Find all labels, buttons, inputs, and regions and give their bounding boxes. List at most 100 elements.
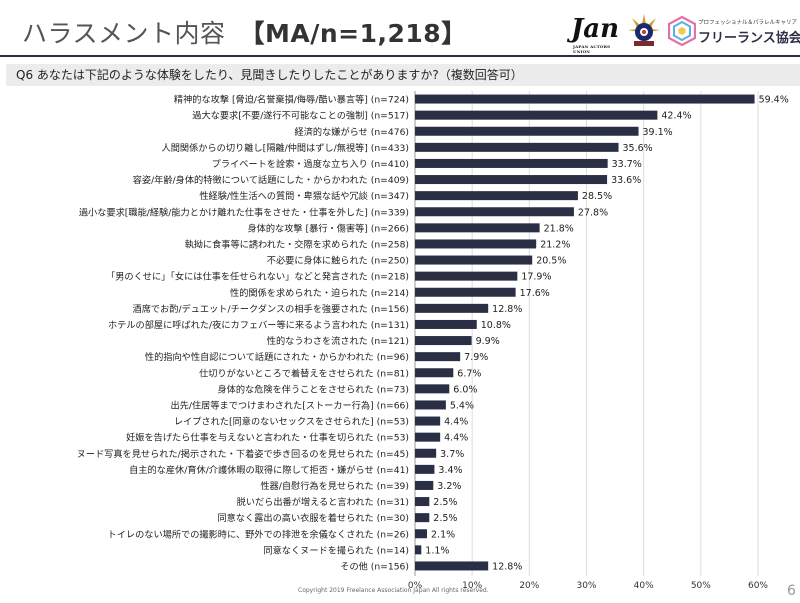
value-label: 35.6% (623, 143, 653, 154)
jan-logo-caption: JAPAN ACTORS UNION (573, 44, 611, 54)
bar (415, 239, 537, 249)
category-label: 身体的な攻撃 [暴行・傷害等] (n=266) (248, 222, 410, 234)
fla-logo-tagline: プロフェッショナル＆パラレルキャリア (698, 20, 798, 26)
bar (415, 352, 461, 362)
x-tick-label: 20% (519, 581, 539, 588)
category-label: 「男のくせに」「女には仕事を任せられない」などと発言された (n=218) (106, 271, 409, 283)
copyright: Copyright 2019 Freelance Association Jap… (298, 587, 489, 594)
jan-logo-text: Jan (571, 14, 620, 44)
value-label: 2.5% (433, 497, 457, 508)
category-label: その他 (n=156) (340, 560, 409, 572)
x-tick-label: 30% (576, 581, 596, 588)
bar (415, 464, 435, 474)
category-label: 性的なうわさを流された (n=121) (267, 335, 409, 347)
value-label: 27.8% (578, 207, 608, 218)
bar (415, 384, 450, 394)
bar (415, 110, 658, 120)
bar (415, 480, 434, 490)
value-label: 42.4% (661, 111, 691, 122)
bar (415, 336, 472, 346)
category-label: 身体的な危険を伴うことをさせられた (n=73) (218, 383, 410, 395)
category-label: 不必要に身体に触られた (n=250) (267, 255, 409, 267)
question-banner: Q6 あなたは下記のような体験をしたり、見聞きしたりしたことがありますか?（複数… (6, 64, 800, 86)
category-label: 妊娠を告げたら仕事を与えないと言われた・仕事を切られた (n=53) (126, 432, 409, 444)
bar (415, 158, 608, 168)
value-label: 3.7% (440, 449, 464, 460)
title-divider (0, 55, 800, 57)
value-label: 20.5% (536, 256, 566, 267)
fla-logo-name: フリーランス協会 (698, 31, 800, 46)
bar (415, 255, 533, 265)
freelance-association-mark-icon (668, 16, 696, 46)
category-label: 過小な要求[職能/経験/能力とかけ離れた仕事をさせた・仕事を外した] (n=33… (79, 206, 409, 218)
value-label: 21.8% (544, 223, 574, 234)
value-label: 12.8% (492, 561, 522, 572)
category-label: 人間関係からの切り離し[隔離/仲間はずし/無視等] (n=433) (162, 142, 409, 154)
category-label: 性器/自慰行為を見せられた (n=39) (260, 480, 409, 492)
category-label: 経済的な嫌がらせ (n=476) (295, 126, 409, 138)
bar (415, 94, 755, 104)
bar (415, 497, 430, 507)
x-tick-label: 50% (691, 581, 711, 588)
category-label: ホテルの部屋に呼ばれた/夜にカフェバー等に来るよう言われた (n=131) (108, 319, 409, 331)
value-label: 3.4% (438, 465, 462, 476)
bar (415, 529, 428, 539)
page-number: 6 (787, 583, 796, 599)
category-label: トイレのない場所での撮影時に、野外での排泄を余儀なくされた (n=26) (108, 528, 409, 540)
bar (415, 448, 437, 458)
bar (415, 191, 578, 201)
value-label: 4.4% (444, 433, 468, 444)
title-text: ハラスメント内容 (22, 19, 226, 48)
bar (415, 416, 441, 426)
category-label: 仕切りがないところで着替えをさせられた (n=81) (199, 367, 409, 379)
value-label: 39.1% (643, 127, 673, 138)
bar (415, 175, 608, 185)
value-label: 2.1% (431, 529, 455, 540)
bar (415, 287, 516, 297)
value-label: 33.7% (612, 159, 642, 170)
bar (415, 303, 489, 313)
category-label: ヌード写真を見せられた/掲示された・下着姿で歩き回るのを見せられた (n=45) (77, 448, 409, 460)
value-label: 28.5% (582, 191, 612, 202)
bar-chart: 0% 10% 20% 30% 40% 50% 60% 精神的な攻撃 [脅迫/名誉棄損/侮辱/酷… (77, 91, 789, 588)
x-tick-label: 0% (408, 581, 423, 588)
category-label: 脱いだら出番が増えると言われた (n=31) (237, 496, 409, 508)
value-label: 1.1% (425, 545, 449, 556)
category-label: 容姿/年齢/身体的特徴について話題にした・からかわれた (n=409) (133, 174, 409, 186)
category-label: 同意なくヌードを撮られた (n=14) (263, 544, 409, 556)
category-label: 過大な要求[不要/遂行不可能なことの強制] (n=517) (192, 110, 409, 122)
emblem-logo-icon (628, 14, 660, 46)
value-label: 59.4% (759, 95, 789, 106)
value-label: 6.0% (453, 384, 477, 395)
page-title: ハラスメント内容 【MA/n=1,218】 (22, 14, 467, 50)
title-sample-size: 【MA/n=1,218】 (239, 19, 467, 48)
bar (415, 126, 639, 136)
bar (415, 207, 574, 217)
japan-actors-union-logo: Jan JAPAN ACTORS UNION (571, 14, 620, 54)
value-label: 3.2% (437, 481, 461, 492)
category-label: 精神的な攻撃 [脅迫/名誉棄損/侮辱/酷い暴言等] (n=724) (174, 94, 409, 106)
value-label: 10.8% (481, 320, 511, 331)
value-label: 33.6% (611, 175, 641, 186)
value-label: 9.9% (476, 336, 500, 347)
category-label: 自主的な産休/育休/介護休暇の取得に際して拒否・嫌がらせ (n=41) (129, 464, 409, 476)
value-label: 2.5% (433, 513, 457, 524)
value-label: 21.2% (540, 239, 570, 250)
bar (415, 271, 518, 281)
category-label: 執拗に食事等に誘われた・交際を求められた (n=258) (185, 238, 409, 250)
bar (415, 319, 477, 329)
category-label: プライベートを詮索・過度な立ち入り (n=410) (212, 158, 409, 170)
freelance-association-logo: プロフェッショナル＆パラレルキャリア フリーランス協会 (668, 14, 800, 50)
value-label: 5.4% (450, 400, 474, 411)
category-label: レイプされた[同意のないセックスをさせられた] (n=53) (174, 416, 409, 428)
category-label: 性的指向や性自認について話題にされた・からかわれた (n=96) (145, 351, 409, 363)
bar (415, 545, 422, 555)
bar (415, 368, 454, 378)
value-label: 6.7% (457, 368, 481, 379)
bar (415, 142, 619, 152)
bar (415, 223, 540, 233)
category-label: 性経験/性生活への質問・卑猥な話や冗談 (n=347) (199, 190, 409, 202)
bar (415, 513, 430, 523)
bar (415, 400, 446, 410)
bar (415, 432, 441, 442)
